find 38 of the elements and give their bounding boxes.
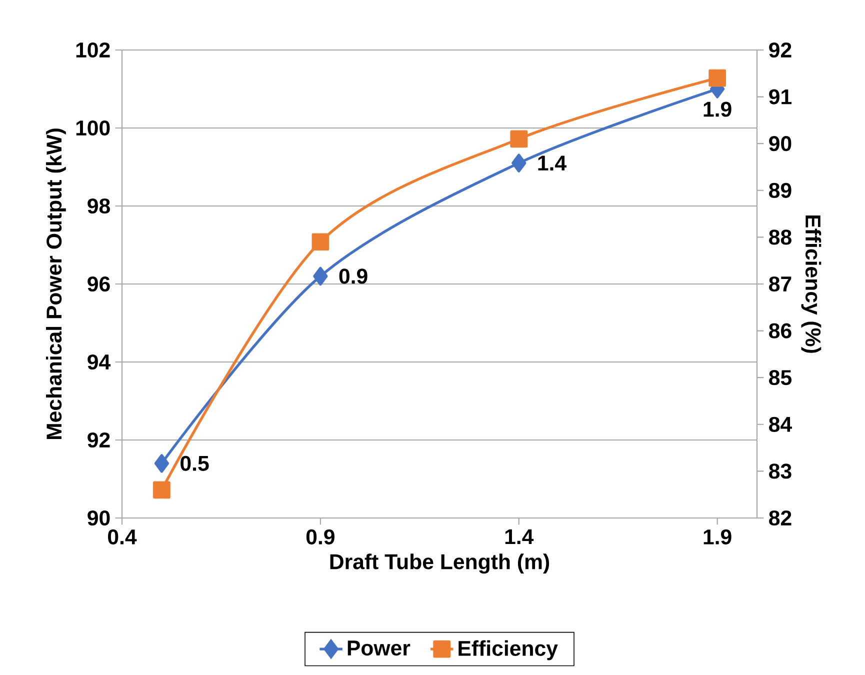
y-tick-label: 90 [88, 510, 110, 526]
legend-label: Efficiency [458, 640, 558, 660]
y2-tick-label: 92 [769, 42, 792, 58]
point [154, 454, 170, 473]
y-tick-label: 102 [76, 42, 110, 58]
legend-label: Power [348, 640, 410, 656]
y2-tick-label: 88 [769, 230, 792, 245]
y2-tick-label: 90 [769, 136, 792, 152]
annotation: 1.9 [704, 102, 732, 117]
point [312, 233, 330, 251]
y2-tick-label: 83 [769, 464, 792, 479]
point [512, 154, 526, 172]
y2-tick-label: 82 [769, 510, 792, 526]
y-axis-title: Mechanical Power Output (kW) [46, 128, 66, 440]
x-tick-label: 0.9 [306, 529, 334, 544]
y2-tick-label: 85 [769, 370, 792, 386]
x-axis-title: Draft Tube Length (m) [330, 554, 550, 574]
point [153, 481, 170, 499]
annotation: 1.4 [538, 156, 566, 170]
y-tick-label: 92 [88, 432, 110, 448]
y-tick-label: 100 [76, 120, 110, 136]
point [708, 69, 726, 87]
y2-tick-label: 87 [769, 276, 792, 292]
y-tick-label: 94 [88, 354, 111, 370]
x-tick-label: 1.4 [505, 529, 534, 544]
y2-tick-label: 89 [769, 182, 792, 198]
y-tick-label: 96 [88, 276, 110, 292]
y2-axis-title: Efficiency (%) [801, 215, 822, 353]
annotation: 0.9 [339, 268, 368, 284]
annotation: 0.5 [180, 456, 209, 471]
point [510, 130, 528, 148]
x-tick-label: 1.9 [704, 529, 732, 544]
x-tick-label: 0.4 [108, 529, 137, 544]
point [313, 266, 328, 286]
y2-tick-label: 84 [769, 416, 792, 432]
y-tick-label: 98 [88, 198, 110, 214]
y2-tick-label: 91 [769, 89, 792, 104]
y2-tick-label: 86 [769, 323, 792, 338]
